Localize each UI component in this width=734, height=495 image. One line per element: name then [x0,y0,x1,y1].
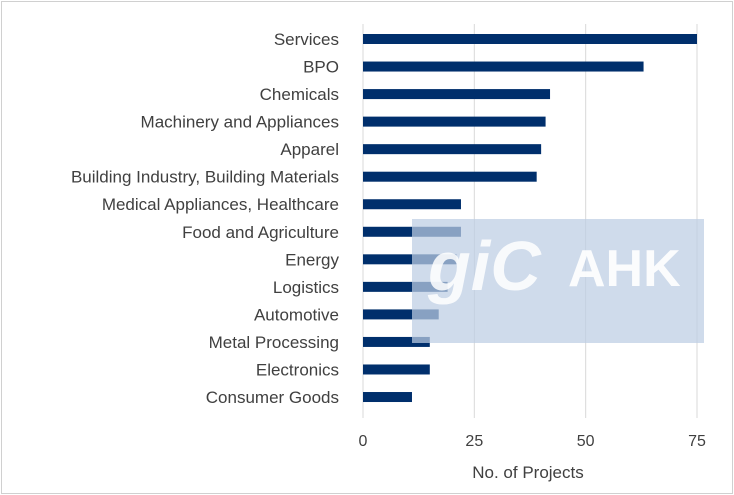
category-label: Building Industry, Building Materials [71,168,339,187]
category-labels: Services BPO Chemicals Machinery and Applia… [71,30,340,407]
watermark-logo: giC AHK [412,219,704,343]
category-label: Metal Processing [209,333,339,352]
bar [363,254,457,265]
watermark-logo-text: giC [427,227,542,305]
bar [363,226,461,237]
category-label: Electronics [256,360,339,379]
bar [363,281,448,292]
x-tick-label: 25 [465,433,483,450]
bar [363,89,551,100]
category-label: Services [274,30,339,49]
bar [363,34,697,44]
x-tick-label: 50 [577,433,595,450]
bar [363,364,430,375]
category-label: Apparel [280,140,339,159]
x-tick-label: 0 [359,433,368,450]
category-label: Logistics [273,278,339,297]
x-axis-label: No. of Projects [472,463,584,482]
category-label: Automotive [254,305,339,324]
category-label: BPO [303,58,339,77]
bar [363,171,537,182]
x-tick-labels: 0 25 50 75 [359,433,706,450]
category-label: Machinery and Appliances [141,113,339,132]
category-label: Food and Agriculture [182,223,339,242]
category-label: Energy [285,250,339,269]
x-tick-label: 75 [688,433,706,450]
bar [363,116,546,127]
bar [363,144,542,155]
bar [363,309,439,320]
bar [363,336,430,347]
bars [363,34,697,403]
category-label: Medical Appliances, Healthcare [102,195,339,214]
bar [363,392,412,403]
bar [363,199,461,210]
category-label: Chemicals [260,85,339,104]
watermark-brand-text: AHK [568,240,681,298]
bar [363,61,644,72]
category-label: Consumer Goods [206,388,339,407]
